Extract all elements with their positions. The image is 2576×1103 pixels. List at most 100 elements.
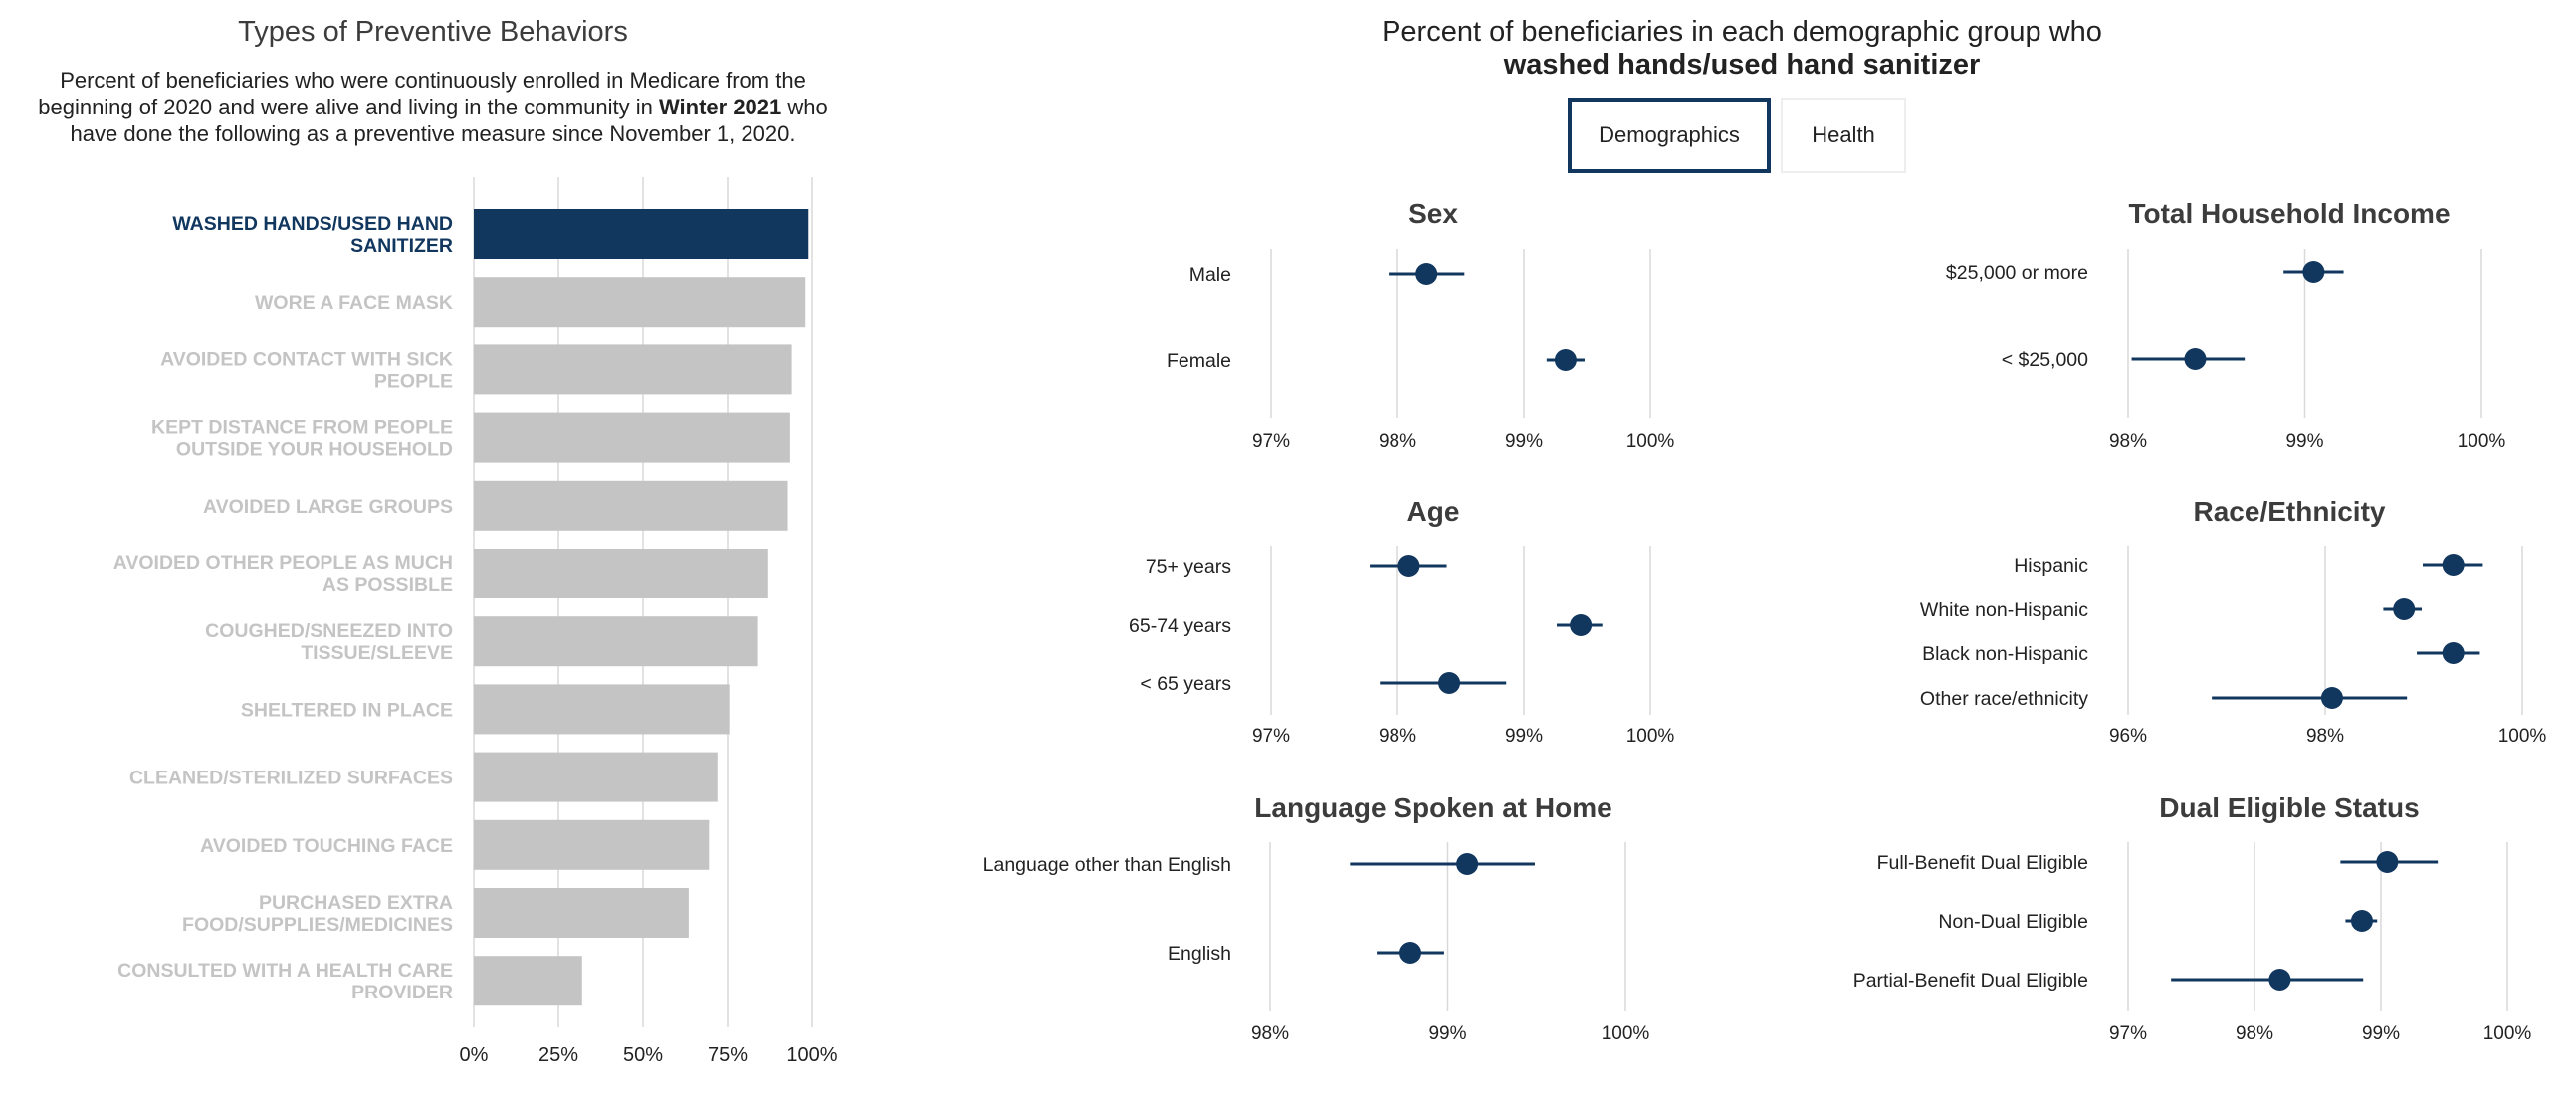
panel-x-tick-label: 99% — [1505, 726, 1543, 747]
panel-category-label: White non-Hispanic — [1920, 599, 2088, 621]
tab-health[interactable]: Health — [1781, 98, 1906, 173]
data-point[interactable] — [2320, 687, 2343, 709]
panel-category-label: Male — [1189, 264, 1231, 286]
panel-race-ethnicity: Race/Ethnicity 96% 98% 100% Hispanic White no… — [1920, 496, 2546, 747]
data-point[interactable] — [1456, 853, 1479, 875]
bar-6[interactable] — [474, 549, 768, 598]
panel-category-label: Non-Dual Eligible — [1938, 911, 2088, 933]
panel-title: Sex — [1408, 198, 1458, 229]
bar-3[interactable] — [474, 344, 792, 395]
panel-title: Dual Eligible Status — [2159, 792, 2419, 823]
panel-x-tick-label: 99% — [2362, 1023, 2400, 1044]
data-point[interactable] — [2184, 348, 2207, 370]
panel-category-label: $25,000 or more — [1946, 262, 2088, 284]
panel-language-spoken-at-home: Language Spoken at Home 98% 99% 100% Languag… — [983, 792, 1650, 1044]
panel-x-tick-label: 100% — [2458, 431, 2506, 452]
data-point[interactable] — [1570, 614, 1593, 636]
panel-x-tick-label: 97% — [1252, 431, 1290, 452]
bar-category-label: KEPT DISTANCE FROM PEOPLE OUTSIDE YOUR HO… — [151, 417, 453, 461]
data-point[interactable] — [1415, 263, 1438, 285]
right-title-line1: Percent of beneficiaries in each demogra… — [1382, 16, 2102, 48]
panel-category-label: English — [1168, 943, 1231, 965]
data-point[interactable] — [2393, 598, 2416, 620]
bar-11[interactable] — [474, 888, 689, 938]
panel-category-label: Partial-Benefit Dual Eligible — [1853, 970, 2088, 992]
panel-x-tick-label: 100% — [1602, 1023, 1650, 1044]
data-point[interactable] — [1399, 942, 1422, 964]
panel-x-tick-label: 100% — [2498, 726, 2547, 747]
panel-category-label: Other race/ethnicity — [1920, 688, 2088, 710]
panel-x-tick-label: 99% — [1428, 1023, 1466, 1044]
data-point[interactable] — [2442, 642, 2465, 664]
bar-2[interactable] — [474, 277, 806, 328]
panel-category-label: 65-74 years — [1129, 615, 1231, 637]
bar-x-tick-label: 0% — [460, 1044, 489, 1066]
bar-12[interactable] — [474, 956, 582, 1006]
panel-category-label: 75+ years — [1146, 556, 1231, 578]
bar-x-tick-label: 25% — [538, 1044, 578, 1066]
data-point[interactable] — [2350, 910, 2373, 932]
right-chart-title: Percent of beneficiaries in each demogra… — [1264, 16, 2220, 82]
panel-sex: Sex 97% 98% 99% 100% Male Female — [1167, 198, 1674, 452]
data-point[interactable] — [2442, 554, 2465, 576]
bar-category-label: AVOIDED TOUCHING FACE — [200, 835, 453, 857]
subtitle-part2: who have done the following as a prevent… — [70, 95, 828, 146]
panel-x-tick-label: 97% — [1252, 726, 1290, 747]
data-point[interactable] — [2376, 851, 2399, 873]
bar-7[interactable] — [474, 616, 758, 667]
bar-10[interactable] — [474, 819, 710, 870]
data-point[interactable] — [1438, 672, 1461, 694]
panel-x-tick-label: 98% — [2109, 431, 2147, 452]
panel-category-label: Female — [1167, 350, 1231, 372]
bar-category-label: CLEANED/STERILIZED SURFACES — [129, 768, 453, 789]
left-chart-subtitle: Percent of beneficiaries who were contin… — [20, 67, 846, 147]
bar-category-label: AVOIDED OTHER PEOPLE AS MUCH AS POSSIBLE — [113, 552, 453, 596]
panel-x-tick-label: 99% — [2285, 431, 2323, 452]
bar-x-tick-label: 100% — [786, 1044, 837, 1066]
panel-category-label: Full-Benefit Dual Eligible — [1877, 852, 2088, 874]
panel-category-label: < 65 years — [1140, 673, 1231, 695]
bar-8[interactable] — [474, 684, 730, 735]
right-title-line2: washed hands/used hand sanitizer — [1503, 49, 1981, 81]
panel-title: Language Spoken at Home — [1254, 792, 1611, 823]
panel-x-tick-label: 100% — [2483, 1023, 2532, 1044]
bar-category-label: WASHED HANDS/USED HAND SANITIZER — [172, 213, 453, 257]
bar-x-tick-label: 75% — [708, 1044, 748, 1066]
bar-category-label: CONSULTED WITH A HEALTH CARE PROVIDER — [117, 960, 453, 1003]
tab-demographics[interactable]: Demographics — [1568, 98, 1771, 173]
panel-category-label: Hispanic — [2014, 555, 2088, 577]
data-point[interactable] — [1397, 555, 1420, 577]
panel-x-tick-label: 98% — [2306, 726, 2344, 747]
bar-5[interactable] — [474, 480, 788, 531]
subtitle-part1: Percent of beneficiaries who were contin… — [38, 68, 806, 119]
panel-dual-eligible-status: Dual Eligible Status 97% 98% 99% 100% Full-Be… — [1853, 792, 2532, 1044]
panel-x-tick-label: 100% — [1626, 431, 1675, 452]
panel-x-tick-label: 99% — [1505, 431, 1543, 452]
bar-4[interactable] — [474, 412, 790, 463]
bar-category-label: COUGHED/SNEEZED INTO TISSUE/SLEEVE — [205, 620, 453, 664]
data-point[interactable] — [1554, 349, 1577, 371]
panel-x-tick-label: 98% — [1379, 726, 1416, 747]
bar-x-tick-label: 50% — [623, 1044, 663, 1066]
panel-title: Age — [1407, 496, 1460, 527]
bar-9[interactable] — [474, 752, 718, 802]
bar-category-label: AVOIDED CONTACT WITH SICK PEOPLE — [160, 348, 453, 392]
bar-category-label: SHELTERED IN PLACE — [241, 699, 453, 721]
panel-total-household-income: Total Household Income 98% 99% 100% $25,000 … — [1946, 198, 2505, 452]
preventive-behaviors-bar-chart: 0% 25% 50% 75% 100% WASHED HANDS/USED HAND SAN… — [113, 177, 838, 1066]
data-point[interactable] — [2268, 969, 2291, 991]
bar-category-label: AVOIDED LARGE GROUPS — [203, 496, 453, 518]
panel-x-tick-label: 98% — [1251, 1023, 1289, 1044]
bar-1[interactable] — [474, 209, 809, 259]
panel-category-label: Language other than English — [983, 854, 1231, 876]
panel-x-tick-label: 97% — [2109, 1023, 2147, 1044]
left-chart-title: Types of Preventive Behaviors — [238, 16, 628, 48]
panel-category-label: Black non-Hispanic — [1922, 643, 2088, 665]
panel-x-tick-label: 100% — [1626, 726, 1675, 747]
bar-category-label: PURCHASED EXTRA FOOD/SUPPLIES/MEDICINES — [182, 892, 453, 936]
panel-title: Race/Ethnicity — [2194, 496, 2386, 527]
panel-title: Total Household Income — [2128, 198, 2450, 229]
data-point[interactable] — [2302, 261, 2325, 283]
bar-category-label: WORE A FACE MASK — [255, 292, 453, 314]
